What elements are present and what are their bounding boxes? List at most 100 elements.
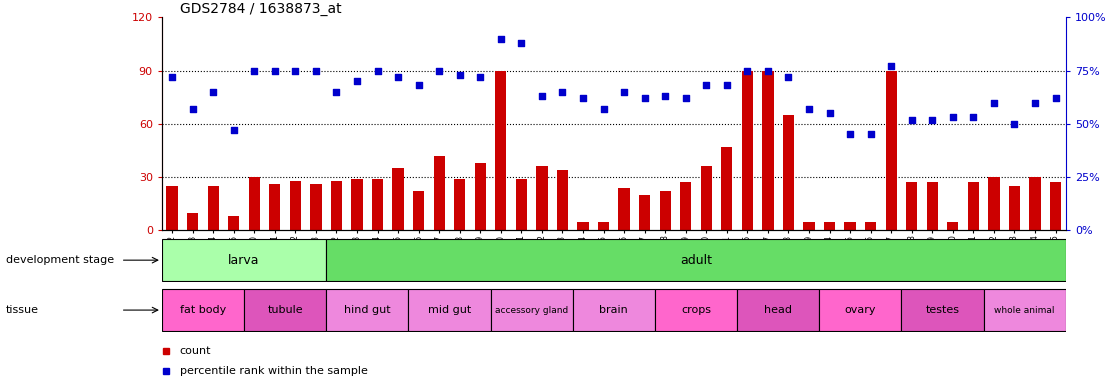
Point [410, 83, 427, 89]
Bar [577, 222, 588, 230]
Point [492, 36, 510, 42]
Point [903, 116, 921, 122]
Point [820, 110, 838, 116]
Point [718, 83, 735, 89]
Bar [372, 179, 383, 230]
Text: hind gut: hind gut [344, 305, 391, 315]
Point [554, 89, 571, 95]
Bar [269, 184, 280, 230]
Bar [742, 71, 753, 230]
Point [431, 68, 449, 74]
Text: whole animal: whole animal [994, 306, 1055, 314]
Point [676, 95, 694, 101]
Point [862, 131, 879, 137]
Bar [655, 289, 737, 331]
Bar [804, 222, 815, 230]
Point [883, 63, 901, 70]
Point [348, 78, 366, 84]
Bar [474, 163, 485, 230]
Bar [902, 289, 983, 331]
Point [985, 99, 1003, 106]
Bar [737, 289, 819, 331]
Bar [782, 115, 795, 230]
Point [698, 83, 715, 89]
Text: tubule: tubule [267, 305, 302, 315]
Bar [330, 181, 343, 230]
Bar [244, 289, 326, 331]
Bar [680, 182, 691, 230]
Bar [819, 289, 902, 331]
Point [512, 40, 530, 46]
Bar [1009, 186, 1020, 230]
Bar [516, 179, 527, 230]
Point [327, 89, 345, 95]
Text: GDS2784 / 1638873_at: GDS2784 / 1638873_at [180, 2, 341, 16]
Point [204, 89, 222, 95]
Bar [885, 71, 897, 230]
Bar [989, 177, 1000, 230]
Point [944, 114, 962, 121]
Point [759, 68, 777, 74]
Bar [660, 191, 671, 230]
Bar [1029, 177, 1040, 230]
Bar [166, 186, 177, 230]
Text: count: count [180, 346, 211, 356]
Point [266, 68, 283, 74]
Bar [845, 222, 856, 230]
Point [1006, 121, 1023, 127]
Text: ovary: ovary [845, 305, 876, 315]
Text: testes: testes [925, 305, 960, 315]
Point [656, 93, 674, 99]
Bar [326, 239, 1066, 281]
Point [533, 93, 551, 99]
Bar [408, 289, 491, 331]
Text: mid gut: mid gut [427, 305, 471, 315]
Bar [557, 170, 568, 230]
Text: adult: adult [680, 254, 712, 266]
Point [779, 74, 797, 80]
Bar [352, 179, 363, 230]
Point [739, 68, 757, 74]
Bar [310, 184, 321, 230]
Text: development stage: development stage [6, 255, 114, 265]
Point [636, 95, 654, 101]
Point [307, 68, 325, 74]
Text: accessory gland: accessory gland [496, 306, 568, 314]
Bar [947, 222, 959, 230]
Bar [433, 156, 445, 230]
Bar [906, 182, 917, 230]
Point [163, 74, 181, 80]
Bar [865, 222, 876, 230]
Bar [639, 195, 651, 230]
Bar [496, 71, 507, 230]
Bar [162, 239, 326, 281]
Bar [454, 179, 465, 230]
Text: brain: brain [599, 305, 628, 315]
Bar [413, 191, 424, 230]
Bar [491, 289, 573, 331]
Bar [187, 213, 199, 230]
Text: crops: crops [681, 305, 711, 315]
Bar [598, 222, 609, 230]
Bar [762, 71, 773, 230]
Point [964, 114, 982, 121]
Bar [537, 167, 548, 230]
Bar [926, 182, 937, 230]
Point [451, 72, 469, 78]
Bar [721, 147, 732, 230]
Bar [393, 168, 404, 230]
Point [389, 74, 407, 80]
Bar [228, 216, 239, 230]
Point [1026, 99, 1043, 106]
Bar [701, 167, 712, 230]
Bar [208, 186, 219, 230]
Text: head: head [764, 305, 792, 315]
Point [368, 68, 386, 74]
Point [471, 74, 489, 80]
Point [841, 131, 859, 137]
Bar [290, 181, 301, 230]
Bar [573, 289, 655, 331]
Point [923, 116, 941, 122]
Point [224, 127, 242, 133]
Text: fat body: fat body [180, 305, 227, 315]
